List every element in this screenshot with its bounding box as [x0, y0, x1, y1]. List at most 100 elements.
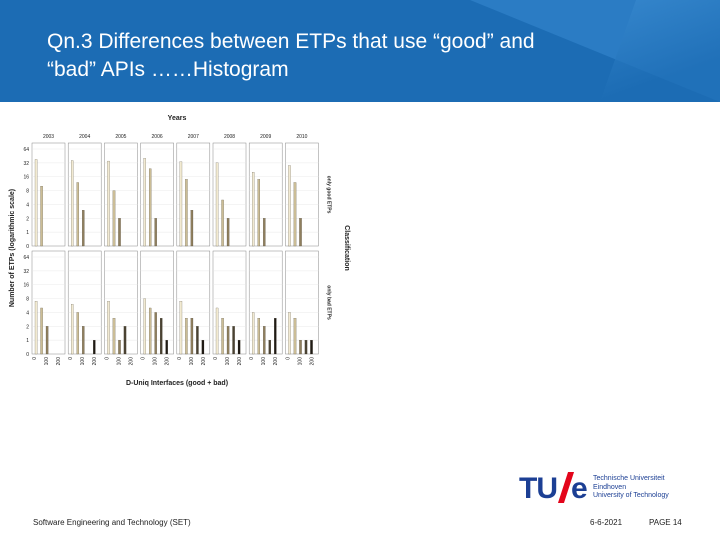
x-tick-label: 200 [273, 357, 279, 366]
histogram-bar [257, 318, 261, 355]
histogram-bar [76, 182, 79, 247]
histogram-bar [118, 340, 121, 355]
year-label-2009: 2009 [260, 134, 271, 140]
y-tick-label: 16 [23, 283, 29, 289]
y-tick-label: 64 [23, 255, 29, 261]
facet-panel [140, 142, 174, 247]
histogram-bar [299, 340, 302, 355]
histogram-bar [143, 158, 146, 247]
histogram-bar [123, 326, 127, 355]
histogram-chart: Years D-Uniq Interfaces (good + bad) Num… [9, 115, 350, 387]
facet-panel [248, 250, 283, 355]
facet-panel [67, 142, 102, 247]
y-tick-label: 0 [26, 244, 29, 250]
x-tick-label: 0 [32, 357, 38, 360]
facet-panel [285, 142, 319, 247]
x-tick-label: 200 [128, 357, 134, 366]
facet-panel [285, 250, 319, 355]
logo-line2: Eindhoven [593, 483, 627, 491]
y-axis-label: Number of ETPs (logarithmic scale) [9, 189, 16, 307]
histogram-bar [179, 301, 183, 355]
year-label-2004: 2004 [79, 134, 90, 140]
y-tick-label: 8 [26, 189, 29, 195]
slide-title-line1: Qn.3 Differences between ETPs that use “… [47, 30, 535, 53]
y-tick-label: 1 [26, 230, 29, 236]
x-tick-label: 200 [165, 357, 171, 366]
histogram-bar [226, 218, 230, 247]
histogram-bar [154, 218, 157, 247]
histogram-bar [71, 304, 74, 355]
histogram-bar [149, 307, 152, 355]
histogram-bar [274, 318, 277, 355]
histogram-bar [304, 340, 308, 355]
histogram-bar [34, 159, 38, 247]
y-tick-label: 2 [26, 216, 29, 222]
year-label-2007: 2007 [188, 134, 199, 140]
x-tick-label: 0 [104, 357, 110, 360]
histogram-bar [201, 340, 205, 355]
histogram-bar [263, 218, 266, 247]
x-tick-label: 200 [92, 357, 98, 366]
x-tick-label: 200 [201, 357, 207, 366]
facet-panel [212, 142, 247, 247]
histogram-bar [154, 312, 157, 355]
histogram-bar [40, 307, 43, 355]
histogram-bar [185, 179, 188, 247]
histogram-bar [268, 340, 272, 355]
year-label-2005: 2005 [115, 134, 126, 140]
histogram-bar [221, 318, 224, 355]
x-tick-label: 0 [285, 357, 291, 360]
histogram-bar [160, 318, 163, 355]
histogram-bar [40, 186, 43, 247]
year-label-2003: 2003 [43, 134, 54, 140]
x-tick-label: 0 [213, 357, 219, 360]
x-tick-label: 200 [237, 357, 243, 366]
footer-page-number: PAGE 14 [649, 518, 682, 527]
facet-panel [104, 250, 138, 355]
histogram-bar [196, 326, 199, 355]
logo-tu: TU [519, 472, 558, 505]
histogram-bar [118, 218, 121, 247]
histogram-bar [82, 210, 85, 247]
histogram-bar [107, 160, 110, 247]
histogram-bar [310, 340, 313, 355]
histogram-bar [143, 298, 146, 355]
histogram-bar [215, 162, 219, 247]
histogram-bar [179, 161, 183, 247]
histogram-bar [45, 326, 49, 355]
histogram-bar [299, 218, 302, 247]
facet-row-label: Classification [343, 225, 350, 271]
x-tick-label: 100 [80, 357, 86, 366]
y-tick-label: 4 [26, 202, 29, 208]
year-label-2006: 2006 [152, 134, 163, 140]
year-label-2010: 2010 [296, 134, 307, 140]
logo-e: e [571, 472, 588, 505]
y-tick-label: 0 [26, 352, 29, 358]
histogram-bar [149, 168, 152, 247]
histogram-bar [226, 326, 230, 355]
logo-text: Technische Universiteit Eindhoven Univer… [593, 475, 669, 501]
histogram-bar [252, 312, 255, 355]
y-tick-label: 32 [23, 269, 29, 275]
x-tick-label: 100 [44, 357, 50, 366]
footer-date: 6-6-2021 [590, 518, 623, 527]
x-axis-label: D-Uniq Interfaces (good + bad) [126, 380, 228, 387]
histogram-bar [237, 340, 241, 355]
x-tick-label: 0 [249, 357, 255, 360]
histogram-bar [190, 210, 194, 247]
x-tick-label: 100 [116, 357, 122, 366]
y-tick-label: 1 [26, 338, 29, 344]
histogram-bar [293, 182, 297, 247]
y-tick-label: 32 [23, 161, 29, 167]
logo-line3: University of Technology [593, 492, 669, 499]
histogram-bar [293, 318, 297, 355]
histogram-bar [34, 301, 38, 355]
slide-header: Qn.3 Differences between ETPs that use “… [0, 0, 720, 102]
y-tick-label: 2 [26, 324, 29, 330]
facet-panel [140, 250, 174, 355]
facet-panel [176, 250, 211, 355]
footer-organization: Software Engineering and Technology (SET… [33, 518, 191, 527]
y-tick-label: 64 [23, 147, 29, 153]
histogram-bar [185, 318, 188, 355]
facet-panel [67, 250, 102, 355]
